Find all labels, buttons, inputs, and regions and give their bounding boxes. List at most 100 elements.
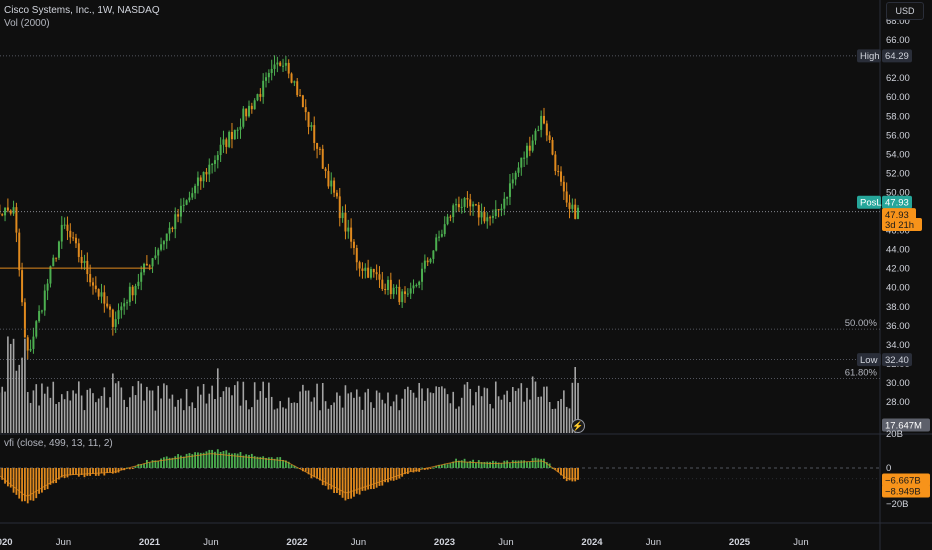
vfi-bar-positive: [509, 463, 511, 468]
vfi-bar-positive: [443, 463, 446, 468]
candle-down: [177, 214, 180, 217]
vfi-bar-positive: [143, 463, 145, 468]
volume-bar: [188, 406, 191, 433]
candle-up: [60, 224, 63, 242]
vfi-bar-negative: [562, 468, 565, 479]
vfi-bar-negative: [321, 468, 324, 486]
vfi-bar-positive: [194, 452, 197, 468]
volume-bar: [517, 388, 520, 433]
candle-down: [321, 148, 324, 169]
vfi-bar-negative: [55, 468, 58, 484]
vfi-bar-positive: [239, 451, 242, 468]
vfi-bar-negative: [66, 468, 69, 478]
candle-down: [358, 262, 361, 269]
vfi-bar-positive: [463, 458, 466, 468]
vfi-bar-positive: [477, 460, 480, 468]
volume-bar: [438, 387, 440, 433]
vfi-bar-positive: [460, 460, 463, 468]
volume-bar: [126, 407, 128, 433]
candle-down: [324, 168, 327, 172]
candle-up: [523, 157, 526, 159]
chart-title: Cisco Systems, Inc., 1W, NASDAQ: [4, 5, 160, 16]
vfi-bar-positive: [523, 460, 526, 468]
vfi-bar-positive: [163, 457, 165, 468]
volume-bar: [245, 400, 247, 433]
candle-down: [497, 209, 500, 211]
candle-up: [165, 233, 168, 242]
vfi-bar-negative: [355, 468, 358, 494]
vfi-bar-positive: [151, 460, 154, 468]
vfi-bar-positive: [458, 460, 460, 468]
volume-bar: [526, 387, 528, 433]
price-axis-tick: 56.00: [886, 130, 910, 141]
candle-down: [381, 279, 384, 289]
volume-bar: [41, 383, 43, 433]
volume-indicator-label[interactable]: Vol (2000): [4, 18, 50, 29]
volume-bar: [290, 402, 293, 433]
candle-up: [537, 129, 540, 131]
volume-bar: [554, 408, 557, 433]
vfi-bar-negative: [372, 468, 375, 489]
vfi-bar-negative: [49, 468, 52, 485]
candle-up: [406, 293, 409, 295]
vfi-indicator-label[interactable]: vfi (close, 499, 13, 11, 2): [4, 438, 113, 449]
candle-down: [350, 227, 353, 242]
candle-up: [120, 306, 123, 311]
candle-up: [236, 129, 239, 131]
vfi-bar-negative: [344, 468, 347, 501]
time-axis-tick: Jun: [203, 537, 218, 548]
volume-bar: [117, 381, 120, 433]
currency-button[interactable]: USD: [886, 2, 924, 20]
candle-up: [514, 172, 517, 180]
candle-down: [457, 204, 460, 208]
candle-down: [97, 289, 100, 297]
candle-up: [500, 208, 503, 211]
candle-up: [341, 212, 344, 219]
candle-down: [528, 145, 531, 151]
candle-down: [367, 267, 370, 278]
vfi-bar-negative: [94, 468, 97, 476]
time-axis-tick: Jun: [498, 537, 513, 548]
volume-bar: [381, 399, 384, 433]
volume-bar: [131, 386, 134, 433]
price-axis-tick: 66.00: [886, 35, 910, 46]
vfi-bar-positive: [528, 461, 531, 468]
volume-bar: [443, 388, 446, 433]
volume-bar: [137, 381, 140, 433]
time-axis-tick: 2022: [286, 537, 307, 548]
volume-bar: [154, 410, 157, 433]
volume-bar: [344, 385, 347, 433]
candle-down: [568, 202, 571, 209]
candle-up: [63, 224, 66, 226]
candle-up: [29, 348, 32, 351]
countdown-tag-bg: [882, 217, 922, 231]
candle-down: [301, 95, 304, 108]
volume-bar: [253, 382, 256, 433]
vfi-bar-positive: [171, 457, 174, 468]
candle-up: [12, 207, 15, 214]
volume-bar: [148, 390, 151, 433]
vfi-bar-negative: [24, 468, 26, 502]
candle-up: [429, 258, 432, 263]
price-axis-tick: 52.00: [886, 168, 910, 179]
candle-down: [26, 337, 29, 351]
volume-bar: [466, 382, 469, 433]
vfi-bar-positive: [137, 463, 140, 468]
volume-bar: [256, 399, 259, 433]
volume-bar: [80, 395, 83, 433]
volume-bar: [12, 338, 15, 433]
volume-bar: [316, 383, 318, 433]
vfi-bar-negative: [89, 468, 92, 476]
lightning-icon[interactable]: ⚡: [571, 419, 585, 433]
candle-down: [389, 279, 392, 295]
volume-bar: [293, 402, 296, 433]
volume-bar: [228, 387, 230, 433]
candle-up: [284, 62, 287, 66]
volume-bar: [336, 392, 338, 433]
candle-down: [375, 272, 378, 275]
volume-bar: [548, 401, 551, 433]
vfi-bar-positive: [526, 461, 528, 468]
candle-down: [109, 306, 112, 310]
